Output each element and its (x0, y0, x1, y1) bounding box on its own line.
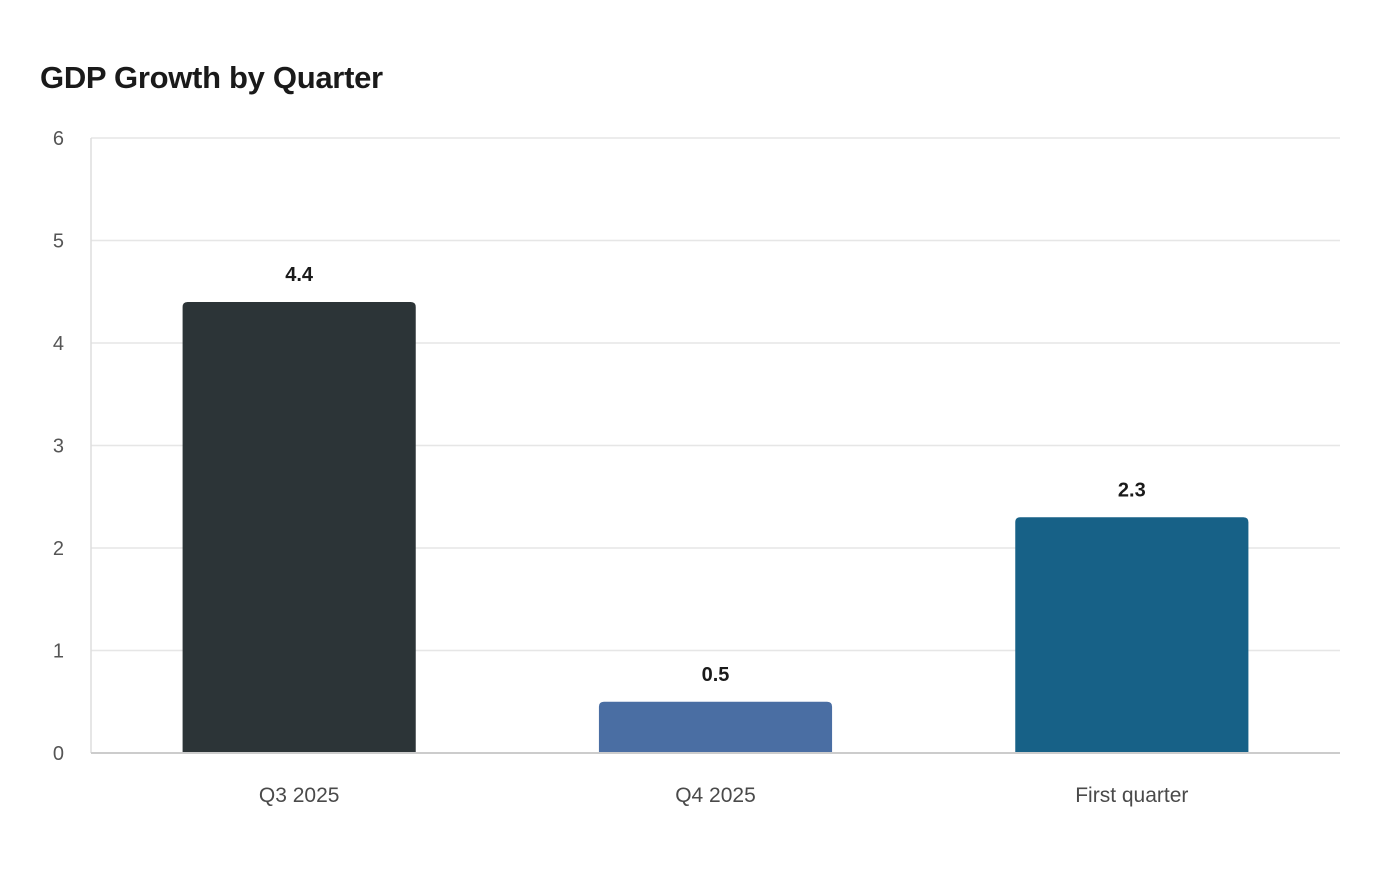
axes (90, 138, 1340, 754)
x-category-label: Q4 2025 (675, 784, 756, 807)
chart-title: GDP Growth by Quarter (40, 60, 383, 95)
x-category-label: Q3 2025 (259, 784, 340, 807)
x-axis-labels: Q3 2025 Q4 2025 First quarter (259, 784, 1189, 807)
bar-value-label: 0.5 (702, 664, 730, 686)
y-tick-label: 2 (53, 538, 64, 560)
y-axis-ticks: 0 1 2 3 4 5 6 (53, 128, 64, 765)
y-tick-label: 6 (53, 128, 64, 150)
bar (182, 302, 416, 753)
bar-value-label: 2.3 (1118, 479, 1146, 501)
y-tick-label: 1 (53, 641, 64, 663)
y-tick-label: 0 (53, 743, 64, 765)
x-category-label: First quarter (1075, 784, 1188, 807)
bars (182, 302, 1249, 753)
bar-value-label: 4.4 (285, 264, 314, 286)
bar (1015, 517, 1249, 753)
value-labels: 4.4 0.5 2.3 (285, 264, 1145, 686)
y-tick-label: 5 (53, 231, 64, 253)
bar (598, 701, 833, 753)
y-tick-label: 3 (53, 436, 64, 458)
y-tick-label: 4 (53, 333, 64, 355)
